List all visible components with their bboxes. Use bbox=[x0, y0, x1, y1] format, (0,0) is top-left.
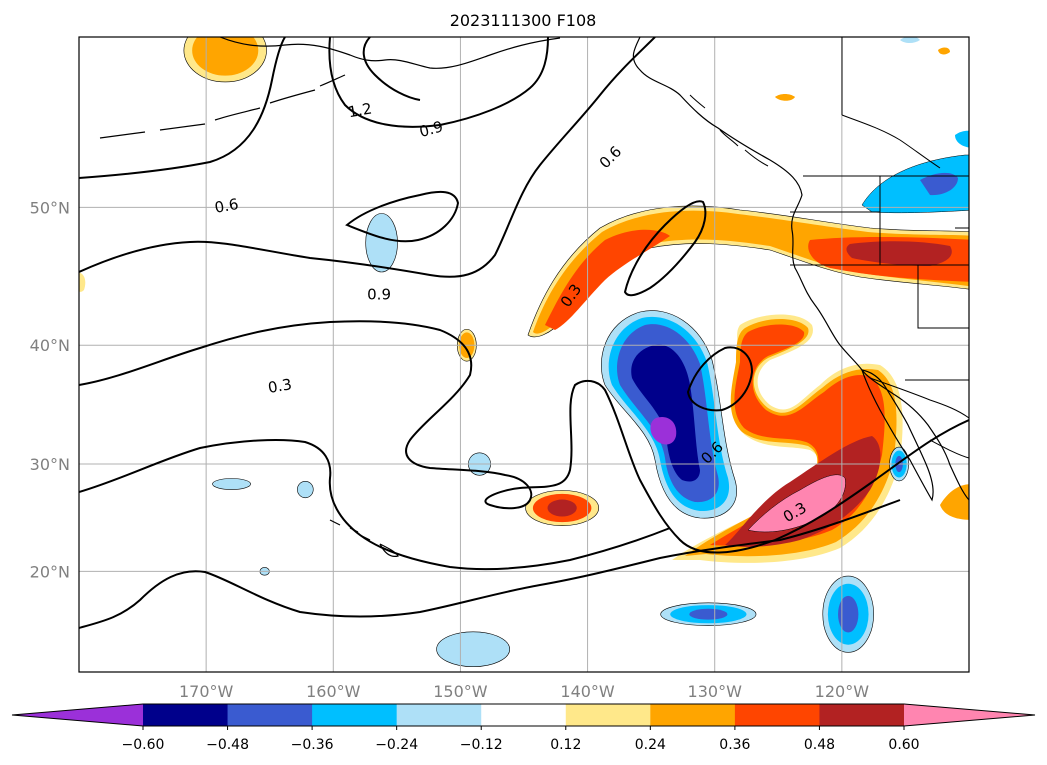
axis-tick-labels: 170°W 160°W 150°W 140°W 130°W 120°W 20°N 30°N 40… bbox=[30, 198, 870, 701]
contour-label: 1.2 bbox=[347, 99, 374, 121]
warm-streak-mexico bbox=[940, 484, 969, 520]
contour-label: 0.6 bbox=[213, 195, 240, 217]
warm-band-north bbox=[527, 205, 969, 338]
contour-label: 0.3 bbox=[267, 375, 294, 397]
map-title: 2023111300 F108 bbox=[450, 11, 597, 30]
y-tick-label: 30°N bbox=[30, 455, 70, 474]
contour-0.6-north bbox=[79, 37, 286, 179]
colorbar-tick-label: −0.24 bbox=[375, 737, 418, 753]
colorbar-segment bbox=[227, 704, 313, 726]
x-tick-label: 120°W bbox=[815, 682, 870, 701]
tiny-cold-patch-north bbox=[900, 37, 920, 43]
x-tick-label: 150°W bbox=[433, 682, 488, 701]
contour-label-text: 0.9 bbox=[417, 117, 445, 141]
colorbar-tick-label: 0.36 bbox=[719, 737, 750, 753]
y-tick-label: 50°N bbox=[30, 198, 70, 217]
contour-0.6-south bbox=[79, 439, 671, 571]
x-tick-label: 170°W bbox=[179, 682, 234, 701]
colorbar-segment bbox=[565, 704, 651, 726]
colorbar-tick-label: 0.24 bbox=[635, 737, 666, 753]
tiny-warm-patch-ne bbox=[938, 47, 950, 55]
canada-province-line bbox=[841, 114, 941, 169]
colorbar-segment bbox=[312, 704, 398, 726]
bc-islands bbox=[689, 94, 769, 167]
anomaly-blue-patch-inland bbox=[889, 446, 909, 482]
tiny-warm-patch-north bbox=[775, 94, 795, 101]
anomaly-fills bbox=[79, 37, 969, 667]
contour-label: 0.9 bbox=[367, 285, 391, 303]
state-borders bbox=[790, 176, 969, 381]
map-area: 1.20.90.60.60.9 0.30.30.60.3 bbox=[79, 37, 969, 672]
political-borders bbox=[790, 37, 969, 459]
coastlines bbox=[99, 37, 969, 557]
baja-peninsula bbox=[861, 369, 934, 502]
anomaly-warm-pool-alaska-gulf bbox=[183, 37, 267, 83]
anomaly-blue-small-163w bbox=[297, 480, 314, 499]
cold-patch-northeast bbox=[861, 130, 969, 214]
anomaly-blue-patch-132w bbox=[660, 602, 757, 626]
colorbar-segment bbox=[143, 704, 229, 726]
contour-label-text: 1.2 bbox=[347, 99, 374, 121]
colorbar-segment bbox=[481, 704, 567, 726]
x-tick-label: 130°W bbox=[688, 682, 743, 701]
aleutians bbox=[99, 74, 346, 139]
colorbar-segment bbox=[650, 704, 736, 726]
colorbar-extend-min bbox=[12, 704, 143, 726]
contour-1.2 bbox=[362, 37, 421, 101]
cold-anomaly-center bbox=[601, 310, 737, 519]
small-anomaly-patches bbox=[183, 37, 909, 667]
contour-0.3-south bbox=[79, 499, 901, 629]
map-frame bbox=[78, 36, 970, 673]
colorbar-tick-label: −0.48 bbox=[206, 737, 249, 753]
colorbar-tick-label: −0.60 bbox=[122, 737, 165, 753]
gridlines bbox=[79, 37, 969, 672]
y-tick-label: 20°N bbox=[30, 562, 70, 581]
contour-label: 0.9 bbox=[417, 117, 445, 141]
anomaly-red-patch-142w bbox=[525, 490, 599, 526]
contour-0.3-north-closed bbox=[623, 200, 707, 297]
colorbar-segment bbox=[819, 704, 905, 726]
x-tick-label: 160°W bbox=[306, 682, 361, 701]
x-tick-label: 140°W bbox=[560, 682, 615, 701]
anomaly-blue-patch-118w bbox=[822, 575, 874, 653]
contour-label-text: 0.9 bbox=[367, 285, 391, 303]
colorbar-extend-max bbox=[904, 704, 1035, 726]
ocean-background bbox=[79, 37, 969, 672]
contour-0.6-main bbox=[79, 37, 656, 278]
anomaly-blue-small-168w bbox=[212, 478, 251, 490]
colorbar-tick-label: 0.48 bbox=[804, 737, 835, 753]
contour-0.9-north bbox=[328, 37, 549, 128]
colorbar-tick-label: −0.12 bbox=[460, 737, 503, 753]
warm-edge-west bbox=[79, 272, 86, 292]
y-tick-label: 40°N bbox=[30, 336, 70, 355]
contour-label-text: 0.6 bbox=[213, 195, 240, 217]
us-mexico-border bbox=[869, 377, 969, 419]
colorbar-tick-label: 0.60 bbox=[888, 737, 919, 753]
anomaly-blue-patch-west bbox=[365, 213, 398, 273]
colorbar-tick-label: 0.12 bbox=[550, 737, 581, 753]
contour-lines bbox=[79, 37, 969, 629]
colorbar: −0.60 −0.48 −0.36 −0.24 −0.12 0.12 0.24 0.36 0.4… bbox=[11, 703, 1036, 753]
colorbar-tick-label: −0.36 bbox=[291, 737, 334, 753]
alaska-coast bbox=[219, 37, 561, 69]
mexico-state-border bbox=[929, 439, 969, 459]
contour-label-text: 0.3 bbox=[267, 375, 294, 397]
anomaly-blue-south-150w bbox=[436, 631, 510, 667]
north-america-coast bbox=[632, 37, 969, 501]
colorbar-segment bbox=[734, 704, 820, 726]
colorbar-segment bbox=[396, 704, 482, 726]
contour-0.9-closed bbox=[345, 190, 460, 243]
contour-0.6-closed bbox=[686, 346, 754, 412]
